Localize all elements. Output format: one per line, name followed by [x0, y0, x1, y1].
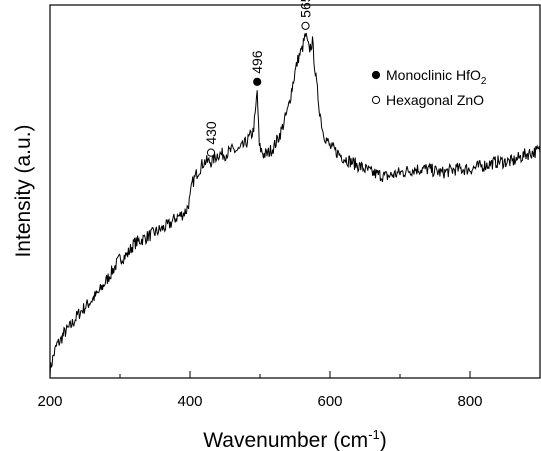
peak-open-circle-icon	[302, 22, 309, 29]
x-tick-label: 200	[37, 393, 62, 410]
peak-filled-circle-icon	[254, 78, 261, 85]
series-layer	[50, 33, 540, 377]
peak-label: 430	[203, 121, 219, 145]
annotation-layer: 430 496 565	[203, 0, 314, 156]
x-tick-label: 600	[317, 393, 342, 410]
svg-text:Monoclinic HfO2: Monoclinic HfO2	[386, 67, 487, 87]
legend-label-zno: Hexagonal ZnO	[386, 92, 484, 108]
filled-circle-marker-icon	[372, 71, 379, 78]
legend-label-hfo2: Monoclinic HfO	[386, 67, 481, 83]
legend-entry-hfo2: Monoclinic HfO2	[372, 67, 487, 87]
peak-label: 565	[298, 0, 314, 18]
open-circle-marker-icon	[372, 96, 379, 103]
x-tick-label: 400	[177, 393, 202, 410]
x-tick-label: 800	[457, 393, 482, 410]
x-axis-ticks: 200 400 600 800	[37, 371, 540, 410]
y-axis-title: Intensity (a.u.)	[12, 124, 35, 257]
x-axis-title: Wavenumber (cm-1)	[203, 427, 387, 451]
legend-label-hfo2-subscript: 2	[481, 76, 487, 87]
peak-open-circle-icon	[207, 149, 214, 156]
spectrum-line	[50, 33, 540, 377]
plot-frame	[50, 5, 540, 378]
peak-label: 496	[249, 50, 265, 74]
legend: Monoclinic HfO2 Hexagonal ZnO	[372, 67, 487, 108]
legend-entry-zno: Hexagonal ZnO	[372, 92, 484, 108]
